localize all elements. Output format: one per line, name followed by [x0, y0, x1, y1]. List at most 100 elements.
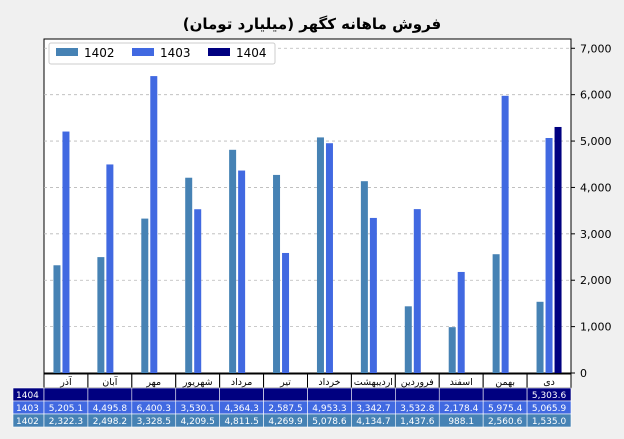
table-cell — [263, 387, 308, 402]
table-header-label: دی — [543, 377, 555, 388]
table-cell-value: 5,078.6 — [312, 417, 347, 427]
table-cell-value: 4,953.3 — [312, 404, 346, 414]
table-cell — [131, 387, 177, 402]
table-cell — [351, 387, 396, 402]
table-cell-value: 4,495.8 — [93, 404, 128, 414]
legend-swatch-1404 — [208, 48, 230, 56]
bar-1402-2 — [141, 218, 149, 373]
table-header-label: اردیبهشت — [354, 377, 393, 388]
legend-label-1404: 1404 — [236, 46, 267, 60]
bar-1402-5 — [273, 174, 281, 373]
table-cell-value: 2,322.3 — [49, 417, 83, 427]
bar-1403-11 — [545, 137, 553, 373]
table-cell-value: 4,269.9 — [268, 417, 303, 427]
bar-1403-7 — [369, 217, 377, 373]
table-header-label: اسفند — [450, 377, 473, 388]
table-cell-value: 6,400.3 — [137, 404, 171, 414]
bar-1402-6 — [316, 137, 324, 373]
table-cell — [526, 413, 572, 428]
table-row-label: 1403 — [16, 404, 39, 414]
bar-1403-0 — [62, 131, 70, 373]
legend-label-1403: 1403 — [160, 46, 191, 60]
bar-1403-4 — [238, 170, 246, 373]
table-header-label: مهر — [145, 377, 161, 388]
table-cell-value: 3,532.8 — [400, 404, 435, 414]
table-cell-value: 2,587.5 — [268, 404, 302, 414]
table-cell-value: 2,178.4 — [444, 404, 479, 414]
bar-1402-3 — [185, 177, 193, 373]
grid-layer — [44, 47, 571, 328]
table-header-label: شهریور — [182, 377, 213, 388]
table-cell-value: 1,437.6 — [400, 417, 435, 427]
bar-1402-10 — [492, 254, 500, 373]
table-cell-value: 4,364.3 — [224, 404, 258, 414]
bar-1403-5 — [282, 252, 290, 373]
table-cell-value: 4,811.5 — [224, 417, 258, 427]
table-row-label: 1404 — [16, 391, 39, 401]
table-cell-value: 5,065.9 — [532, 404, 567, 414]
bar-1403-3 — [194, 209, 202, 373]
table-cell-value: 1,535.0 — [532, 417, 567, 427]
table-cell-value: 5,975.4 — [488, 404, 523, 414]
bar-1404-11 — [554, 126, 562, 373]
legend-swatch-1403 — [132, 48, 154, 56]
y-tick-label: 5,000 — [580, 135, 612, 148]
table-cell-value: 4,134.7 — [356, 417, 390, 427]
table-cell — [482, 387, 528, 402]
bar-1403-10 — [501, 95, 509, 373]
data-table: آذر آبان مهر شهریور مرداد تیر خرداد اردیبهشت فرو… — [12, 373, 572, 428]
table-cell — [438, 387, 484, 402]
legend-swatch-1402 — [56, 48, 78, 56]
bar-1403-1 — [106, 164, 114, 373]
table-header-label: مرداد — [231, 377, 252, 388]
bar-1402-4 — [229, 149, 237, 373]
y-tick-label: 0 — [580, 367, 587, 380]
table-cell-value: 5,205.1 — [49, 404, 83, 414]
y-tick-label: 3,000 — [580, 228, 612, 241]
chart-title: فروش ماهانه کگهر (میلیارد تومان) — [183, 15, 442, 33]
bar-1402-1 — [97, 257, 105, 373]
table-header-label: آبان — [102, 375, 118, 388]
table-cell-value: 4,209.5 — [181, 417, 215, 427]
y-tick-label: 2,000 — [580, 274, 612, 287]
bar-1403-2 — [150, 76, 158, 373]
table-cell-value: 2,498.2 — [93, 417, 127, 427]
bar-1403-9 — [457, 271, 465, 373]
table-header-label: آذر — [59, 375, 72, 388]
legend-label-1402: 1402 — [84, 46, 115, 60]
table-cell — [219, 387, 264, 402]
table-header-label: بهمن — [495, 377, 515, 388]
table-row-label: 1402 — [16, 417, 39, 427]
table-cell — [87, 387, 133, 402]
table-cell-value: 5,303.6 — [532, 391, 567, 401]
table-cell — [43, 387, 89, 402]
y-tick-label: 6,000 — [580, 89, 612, 102]
bars-layer — [53, 76, 562, 373]
table-cell — [395, 387, 440, 402]
table-cell-value: 3,530.1 — [181, 404, 215, 414]
y-tick-label: 7,000 — [580, 42, 612, 55]
plot-area — [43, 38, 572, 374]
y-axis: 0 1,000 2,000 3,000 4,000 5,000 6,000 7,000 — [571, 42, 612, 380]
bar-1402-7 — [360, 181, 368, 373]
table-header-label: تیر — [279, 377, 291, 388]
table-header-label: فروردین — [401, 377, 434, 388]
bar-1403-8 — [413, 209, 421, 373]
table-cell — [307, 387, 352, 402]
bar-1402-11 — [536, 301, 544, 373]
table-cell-value: 3,342.7 — [356, 404, 390, 414]
table-cell — [175, 387, 220, 402]
bar-1403-6 — [325, 143, 333, 373]
table-cell-value: 2,560.6 — [488, 417, 523, 427]
y-tick-label: 4,000 — [580, 181, 612, 194]
legend: 1402 1403 1404 — [48, 42, 276, 65]
bar-1402-0 — [53, 265, 61, 373]
y-tick-label: 1,000 — [580, 321, 612, 334]
bar-1402-8 — [404, 306, 412, 373]
table-cell-value: 988.1 — [448, 417, 474, 427]
table-cell-value: 3,328.5 — [137, 417, 171, 427]
bar-1402-9 — [448, 327, 456, 373]
table-header-label: خرداد — [318, 377, 340, 388]
